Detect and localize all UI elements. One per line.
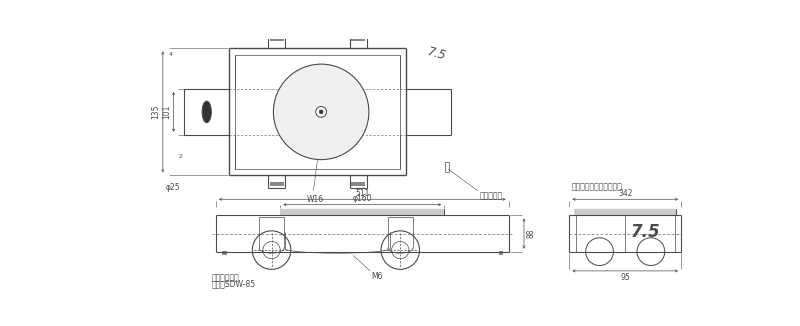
Text: φ25: φ25 — [166, 183, 181, 192]
Text: 135: 135 — [151, 105, 161, 119]
Text: 4: 4 — [169, 52, 173, 57]
Text: 88: 88 — [526, 229, 535, 238]
Bar — [270, 37, 284, 41]
Bar — [280, 209, 444, 215]
Bar — [498, 251, 502, 254]
Text: M6: M6 — [372, 273, 383, 281]
Bar — [270, 182, 284, 186]
Circle shape — [316, 107, 326, 117]
Bar — [574, 209, 677, 215]
Text: W16: W16 — [306, 195, 323, 204]
Text: 7.5: 7.5 — [630, 223, 660, 242]
Bar — [351, 37, 366, 41]
Text: 7.5: 7.5 — [426, 46, 448, 63]
Text: 511: 511 — [355, 189, 370, 198]
Bar — [351, 182, 366, 186]
Bar — [222, 251, 226, 254]
Text: 342: 342 — [618, 189, 633, 198]
Text: ウレタン車輪: ウレタン車輪 — [212, 273, 240, 282]
Text: 2: 2 — [179, 154, 183, 159]
Text: 製品ラベル: 製品ラベル — [479, 192, 502, 200]
Text: 形式：SDW-85: 形式：SDW-85 — [212, 279, 256, 289]
Circle shape — [274, 64, 369, 160]
Circle shape — [319, 110, 323, 114]
Text: 101: 101 — [162, 105, 171, 119]
Text: φ160: φ160 — [353, 194, 372, 203]
Ellipse shape — [202, 101, 211, 123]
Text: 95: 95 — [620, 273, 630, 282]
Text: ターンテーブル：ゴム製: ターンテーブル：ゴム製 — [572, 183, 622, 192]
